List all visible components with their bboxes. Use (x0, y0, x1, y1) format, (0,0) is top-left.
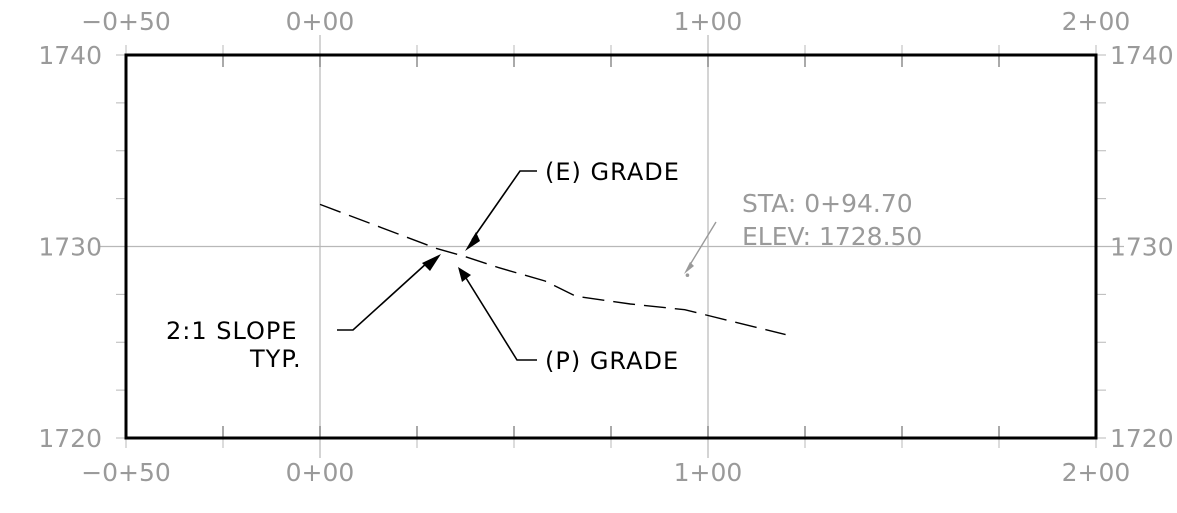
drawing-frame (124, 53, 1098, 440)
station-leader (687, 221, 717, 269)
slope-label-line2: TYP. (249, 345, 302, 373)
existing-grade-arrowhead (465, 232, 480, 251)
station-label: STA: 0+94.70 (742, 189, 913, 218)
existing-grade-leader (471, 170, 537, 241)
x-tick-label-top: 2+00 (1062, 7, 1131, 36)
x-tick-label-bottom: 2+00 (1062, 458, 1131, 487)
x-tick-label-bottom: 1+00 (674, 458, 743, 487)
y-tick-label-right: 1720 (1110, 424, 1174, 453)
y-tick-label-left: 1720 (38, 424, 102, 453)
x-tick-label-bottom: −0+50 (81, 458, 171, 487)
y-tick-label-right: 1740 (1110, 41, 1174, 70)
ground-profile-line (319, 203, 786, 336)
proposed-grade-callout: (P) GRADE (458, 267, 679, 375)
y-tick-label-right: 1730 (1110, 233, 1174, 262)
station-arrowhead (684, 262, 694, 274)
elevation-label: ELEV: 1728.50 (742, 222, 922, 251)
proposed-grade-label: (P) GRADE (545, 347, 679, 375)
slope-arrowhead (422, 254, 441, 271)
x-tick-label-top: −0+50 (81, 7, 171, 36)
slope-label-line1: 2:1 SLOPE (166, 317, 298, 345)
proposed-grade-arrowhead (458, 267, 471, 282)
station-callout: STA: 0+94.70 ELEV: 1728.50 (684, 189, 922, 274)
existing-grade-label: (E) GRADE (545, 158, 680, 186)
x-tick-label-top: 0+00 (286, 7, 355, 36)
proposed-grade-leader (465, 277, 537, 361)
x-tick-label-top: 1+00 (674, 7, 743, 36)
station-point-marker (685, 273, 690, 278)
y-tick-label-left: 1740 (38, 41, 102, 70)
slope-callout: 2:1 SLOPE TYP. (166, 254, 441, 373)
x-tick-label-bottom: 0+00 (286, 458, 355, 487)
y-tick-label-left: 1730 (38, 233, 102, 262)
slope-leader (337, 261, 429, 331)
existing-grade-callout: (E) GRADE (465, 158, 680, 251)
